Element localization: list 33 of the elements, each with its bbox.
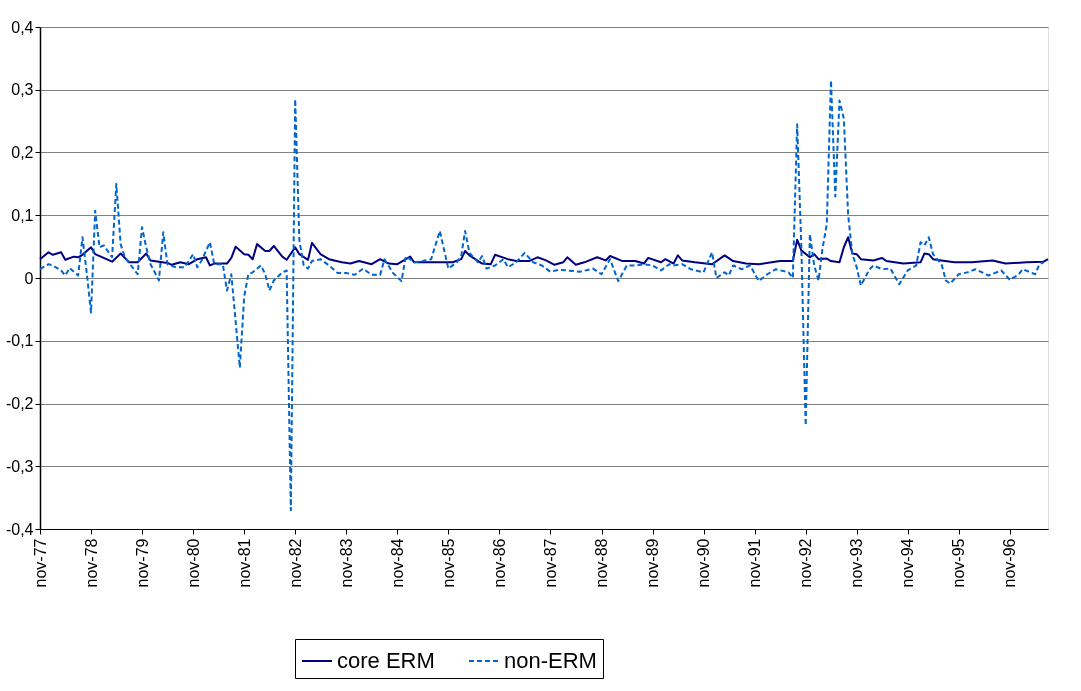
x-tick-label: nov-89: [644, 538, 662, 588]
x-tick-label: nov-85: [439, 538, 457, 588]
x-tick-label: nov-96: [1001, 538, 1019, 588]
legend-label: core ERM: [337, 648, 435, 673]
legend-label: non-ERM: [504, 648, 597, 673]
y-tick-label: 0: [24, 269, 34, 287]
x-tick-label: nov-77: [31, 538, 49, 588]
x-tick-label: nov-81: [235, 538, 253, 588]
x-tick-label: nov-95: [950, 538, 968, 588]
x-tick-label: nov-79: [133, 538, 151, 588]
x-tick-label: nov-86: [490, 538, 508, 588]
x-tick-label: nov-91: [746, 538, 764, 588]
x-tick-label: nov-88: [593, 538, 611, 588]
x-tick-label: nov-92: [797, 538, 815, 588]
y-tick-label: 0,2: [11, 144, 34, 161]
x-tick-label: nov-78: [82, 538, 100, 588]
y-tick-label: 0,1: [11, 206, 34, 224]
y-tick-label: 0,4: [11, 18, 34, 36]
x-tick-label: nov-93: [848, 538, 866, 588]
y-tick-label: 0,3: [11, 81, 34, 99]
line-series: [39, 79, 1045, 512]
y-tick-label: -0,1: [5, 332, 34, 350]
x-tick-label: nov-90: [695, 538, 713, 588]
x-tick-label: nov-80: [184, 538, 202, 588]
x-tick-label: nov-83: [337, 538, 355, 588]
line-series: [39, 236, 1049, 267]
x-tick-label: nov-87: [541, 538, 559, 588]
y-tick-label: -0,3: [5, 457, 34, 475]
x-tick-label: nov-94: [899, 538, 917, 588]
x-tick-label: nov-82: [286, 538, 304, 588]
y-tick-label: -0,2: [5, 395, 34, 412]
x-tick-label: nov-84: [388, 538, 406, 588]
y-tick-label: -0,4: [5, 520, 34, 538]
